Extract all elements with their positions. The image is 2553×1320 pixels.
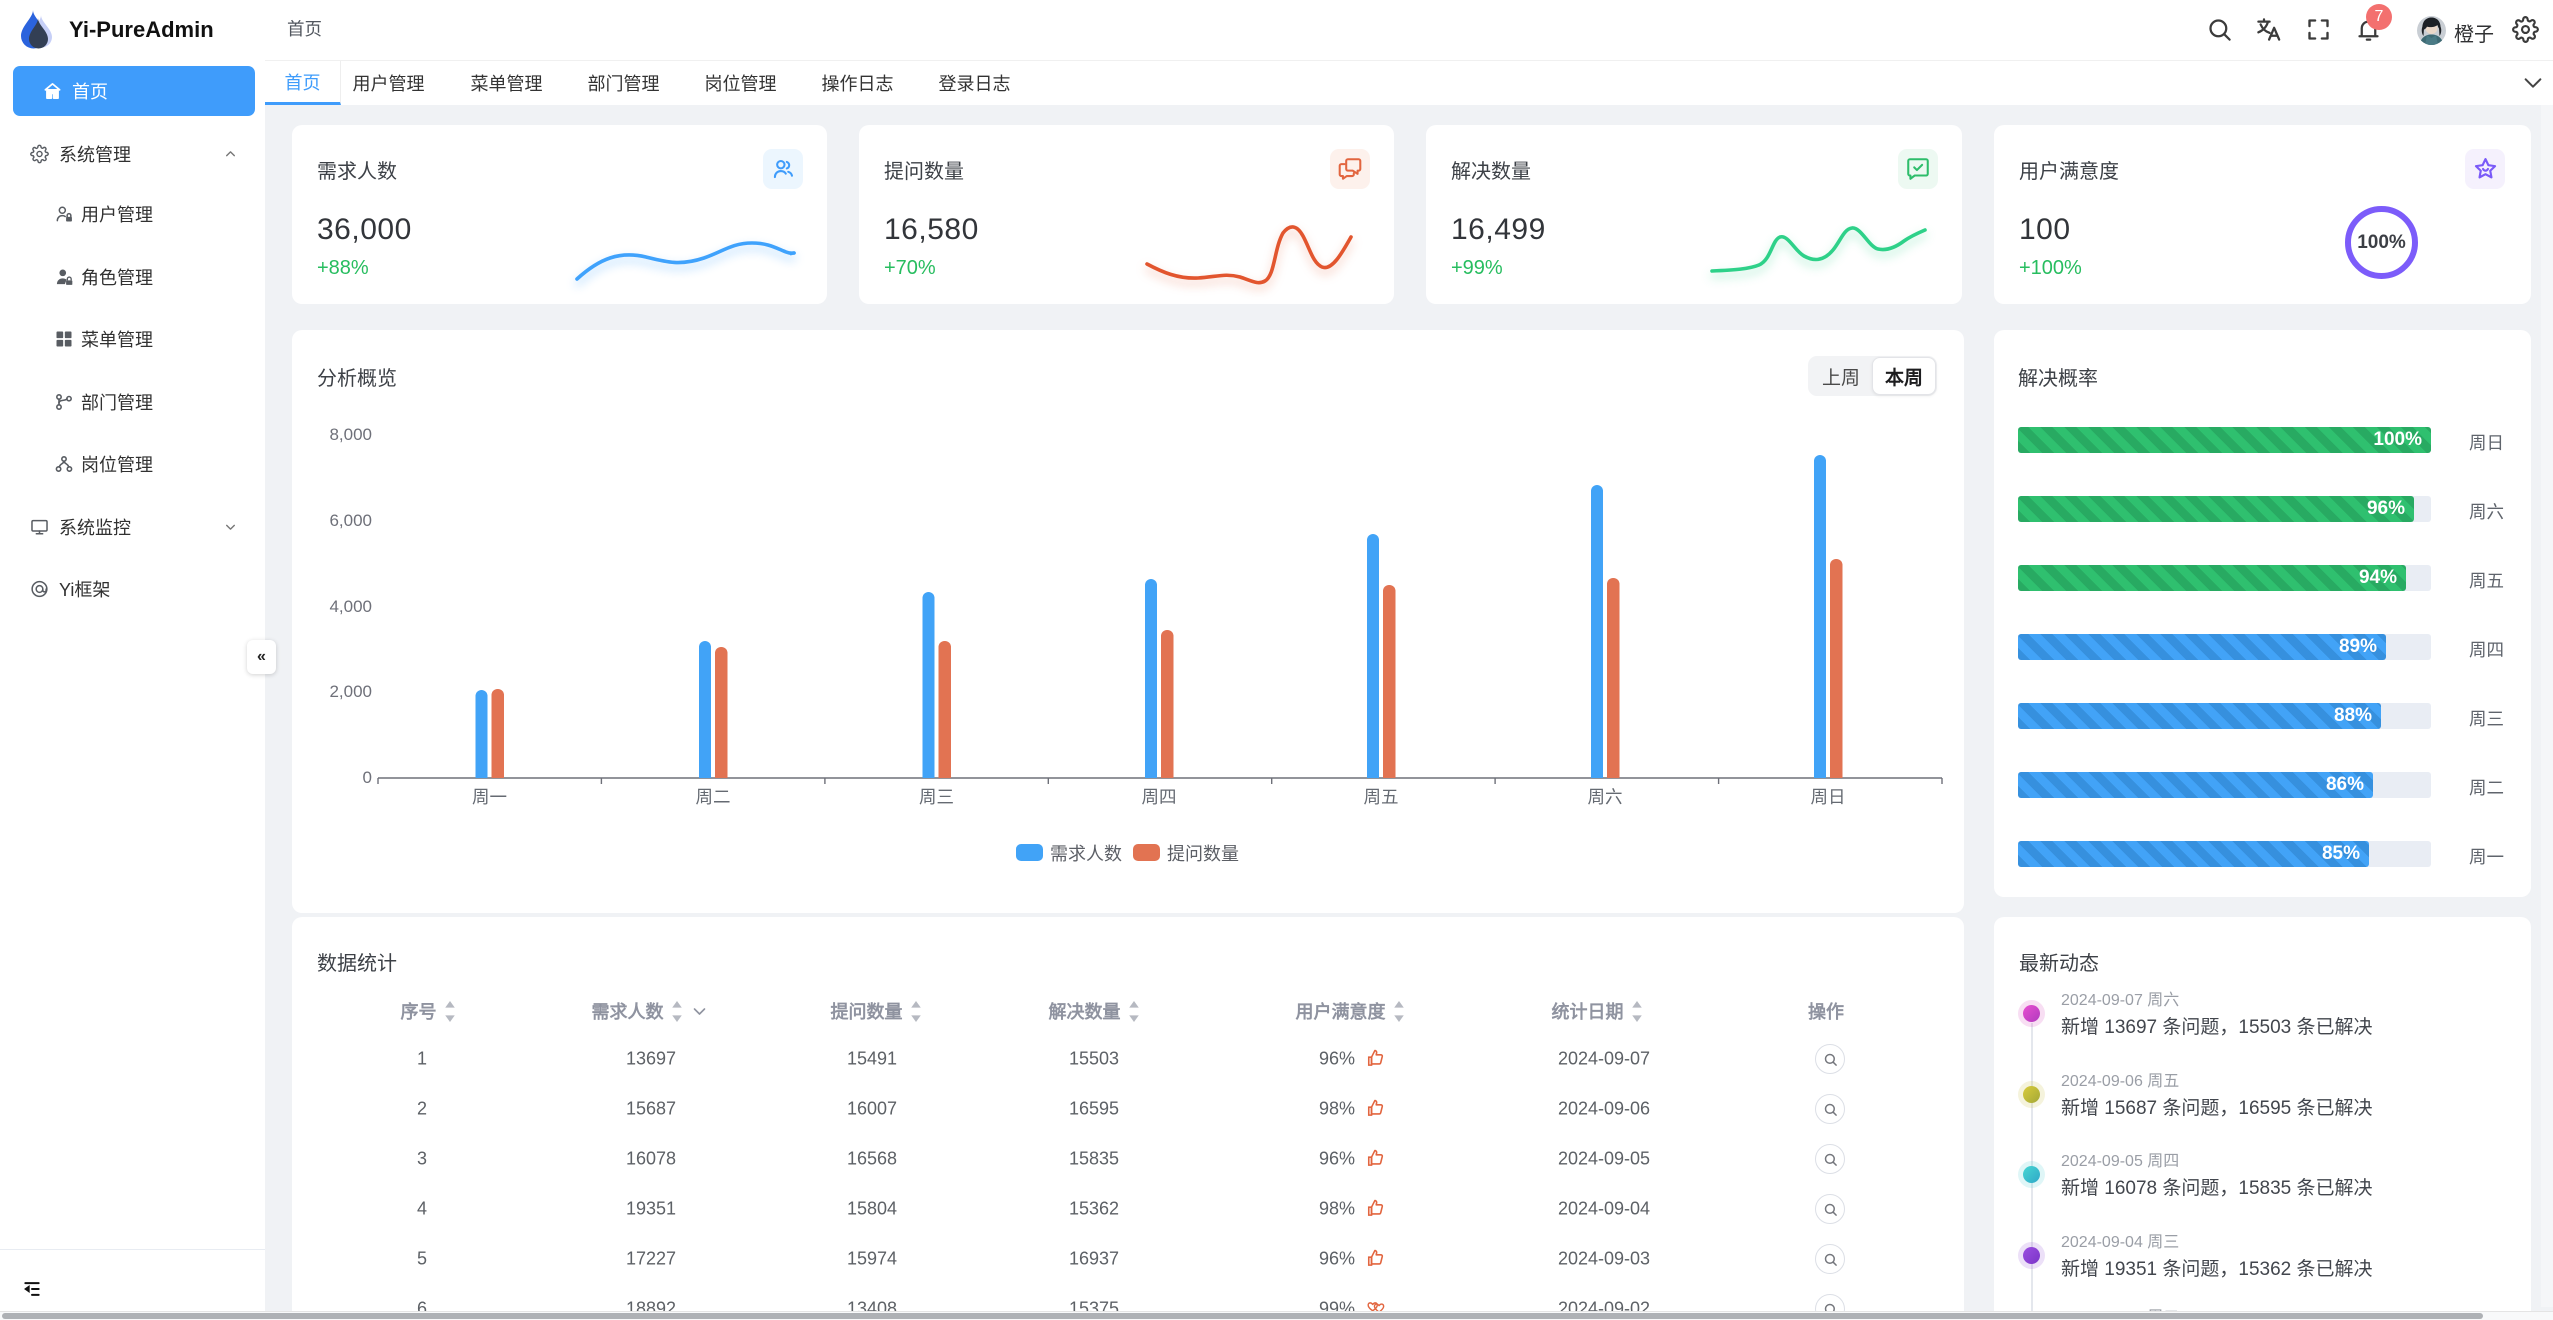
svg-text:提问数量: 提问数量 [1167, 844, 1239, 864]
svg-text:6,000: 6,000 [329, 511, 372, 530]
svg-text:周一: 周一 [472, 787, 507, 807]
svg-text:4,000: 4,000 [329, 597, 372, 616]
svg-text:周四: 周四 [1142, 787, 1177, 807]
svg-text:周五: 周五 [1364, 787, 1399, 807]
svg-text:周二: 周二 [696, 787, 731, 807]
svg-text:周三: 周三 [919, 787, 954, 807]
svg-text:8,000: 8,000 [329, 425, 372, 444]
svg-text:2,000: 2,000 [329, 682, 372, 701]
svg-text:需求人数: 需求人数 [1050, 844, 1122, 864]
svg-text:周六: 周六 [1588, 787, 1623, 807]
svg-text:0: 0 [363, 768, 372, 787]
svg-text:周日: 周日 [1811, 787, 1846, 807]
